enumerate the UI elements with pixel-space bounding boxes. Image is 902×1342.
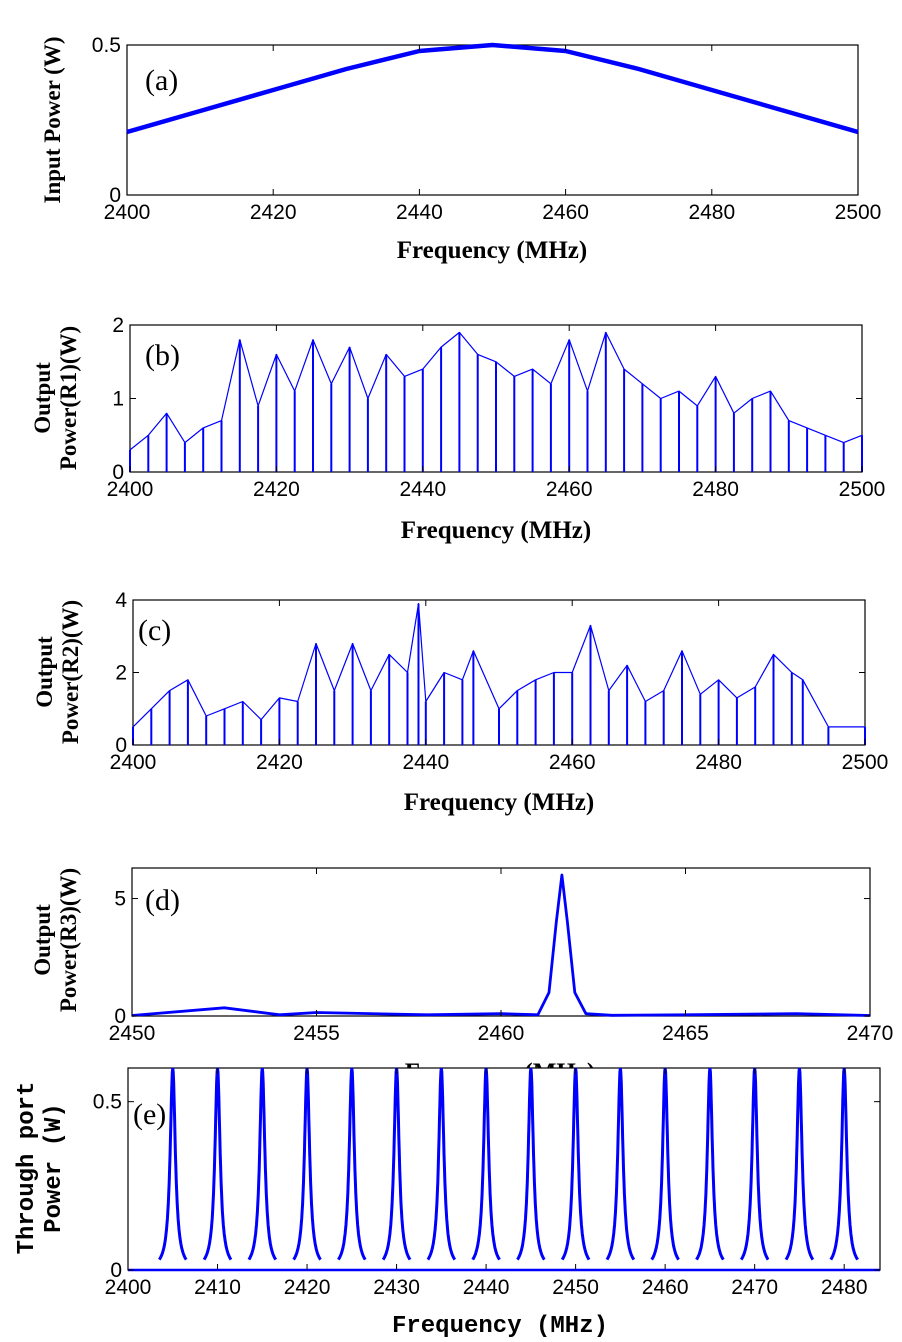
x-tick-label: 2400 (104, 201, 151, 224)
y-axis-label-e-line1: Through port (14, 1082, 41, 1255)
ticks-d: 2450 2455 2460 2465 2470 0 5 (109, 868, 894, 1045)
x-tick-label: 2470 (847, 1022, 894, 1045)
y-tick-label: 2 (112, 314, 124, 337)
x-tick-label: 2410 (194, 1276, 241, 1299)
panel-c: 2400 2420 2440 2460 2480 2500 0 2 4 (c) Output P… (32, 589, 888, 816)
x-tick-label: 2480 (821, 1276, 868, 1299)
panel-a: 2400 2420 2440 2460 2480 2500 0 0.5 (a) Input P… (40, 34, 881, 264)
series-a (126, 42, 859, 135)
y-tick-label: 0 (114, 1005, 126, 1028)
y-tick-label: 0.5 (92, 34, 121, 57)
x-tick-label: 2420 (250, 201, 297, 224)
x-tick-label: 2470 (731, 1276, 778, 1299)
y-axis-label-e-line2: Power (W) (41, 1103, 68, 1233)
y-axis-label-d-line2: Power(R3)(W) (56, 868, 81, 1012)
resonance-peak (158, 1067, 188, 1261)
resonance-peak (426, 1067, 457, 1261)
y-axis-label-b-line1: Output (30, 362, 55, 434)
panel-label-a: (a) (145, 64, 178, 97)
panel-label-d: (d) (145, 884, 180, 917)
y-tick-label: 0 (110, 1259, 122, 1282)
x-tick-label: 2480 (692, 478, 739, 501)
x-tick-label: 2500 (839, 478, 886, 501)
resonance-peak (784, 1067, 815, 1261)
resonance-peak (337, 1067, 367, 1261)
x-tick-label: 2500 (835, 201, 882, 224)
x-tick-label: 2500 (842, 751, 889, 774)
series-b (129, 331, 863, 472)
resonance-peak (247, 1067, 278, 1261)
panel-d: 2450 2455 2460 2465 2470 0 5 (d) Output Power(… (30, 867, 894, 1086)
panel-label-c: (c) (138, 614, 171, 647)
y-tick-label: 4 (115, 589, 127, 612)
ticks-e: 2400 2410 2420 2430 2440 2450 2460 2470 2480 0 0.5 (93, 1068, 880, 1299)
x-tick-label: 2455 (293, 1022, 340, 1045)
plot-area-e (127, 1067, 881, 1271)
plot-area-a (126, 44, 859, 196)
x-tick-label: 2430 (373, 1276, 420, 1299)
x-tick-label: 2460 (642, 1276, 689, 1299)
x-axis-label-c: Frequency (MHz) (404, 789, 594, 816)
y-axis-label-c-line2: Power(R2)(W) (58, 600, 83, 744)
x-tick-label: 2420 (256, 751, 303, 774)
x-tick-label: 2460 (549, 751, 596, 774)
ticks-b: 2400 2420 2440 2460 2480 2500 0 1 2 (107, 314, 886, 501)
x-axis-label-e: Frequency (MHz) (392, 1313, 608, 1340)
y-tick-label: 2 (115, 662, 127, 685)
y-tick-label: 1 (112, 388, 124, 411)
x-tick-label: 2400 (107, 478, 154, 501)
resonance-peak (605, 1067, 636, 1261)
x-tick-label: 2460 (542, 201, 589, 224)
x-tick-label: 2450 (552, 1276, 599, 1299)
y-axis-label-d-line1: Output (30, 904, 55, 976)
x-tick-label: 2440 (463, 1276, 510, 1299)
x-axis-label-b: Frequency (MHz) (401, 517, 591, 544)
series-line (126, 42, 859, 135)
y-axis-label-b-line2: Power(R1)(W) (56, 326, 81, 470)
panel-e: 2400 2410 2420 2430 2440 2450 2460 2470 2480 0 0.5… (14, 1067, 881, 1340)
x-tick-label: 2420 (284, 1276, 331, 1299)
x-tick-label: 2440 (396, 201, 443, 224)
y-tick-label: 5 (114, 888, 126, 911)
series-line (131, 873, 871, 1017)
y-tick-label: 0 (109, 184, 121, 207)
series-d (131, 873, 871, 1017)
y-tick-label: 0 (115, 734, 127, 757)
y-tick-label: 0 (112, 461, 124, 484)
panel-b: 2400 2420 2440 2460 2480 2500 0 1 2 (b) Output P… (30, 314, 885, 544)
ticks-a: 2400 2420 2440 2460 2480 2500 0 0.5 (92, 34, 882, 224)
ticks-c: 2400 2420 2440 2460 2480 2500 0 2 4 (110, 589, 889, 774)
x-tick-label: 2480 (695, 751, 742, 774)
x-tick-label: 2460 (546, 478, 593, 501)
x-tick-label: 2480 (688, 201, 735, 224)
y-tick-label: 0.5 (93, 1091, 122, 1114)
x-tick-label: 2440 (402, 751, 449, 774)
series-c (132, 602, 866, 745)
x-tick-label: 2420 (253, 478, 300, 501)
x-tick-label: 2400 (105, 1276, 152, 1299)
x-tick-label: 2450 (109, 1022, 156, 1045)
x-tick-label: 2465 (662, 1022, 709, 1045)
y-axis-label-c-line1: Output (32, 636, 57, 708)
x-tick-label: 2460 (478, 1022, 525, 1045)
x-tick-label: 2400 (110, 751, 157, 774)
panel-label-e: (e) (133, 1098, 166, 1131)
y-axis-label-a: Input Power (W) (40, 37, 65, 204)
plot-area-d (131, 867, 871, 1017)
x-tick-label: 2440 (399, 478, 446, 501)
panel-label-b: (b) (145, 339, 180, 372)
resonance-peak (516, 1067, 546, 1261)
resonance-peak (695, 1067, 725, 1261)
x-axis-label-a: Frequency (MHz) (397, 237, 587, 264)
